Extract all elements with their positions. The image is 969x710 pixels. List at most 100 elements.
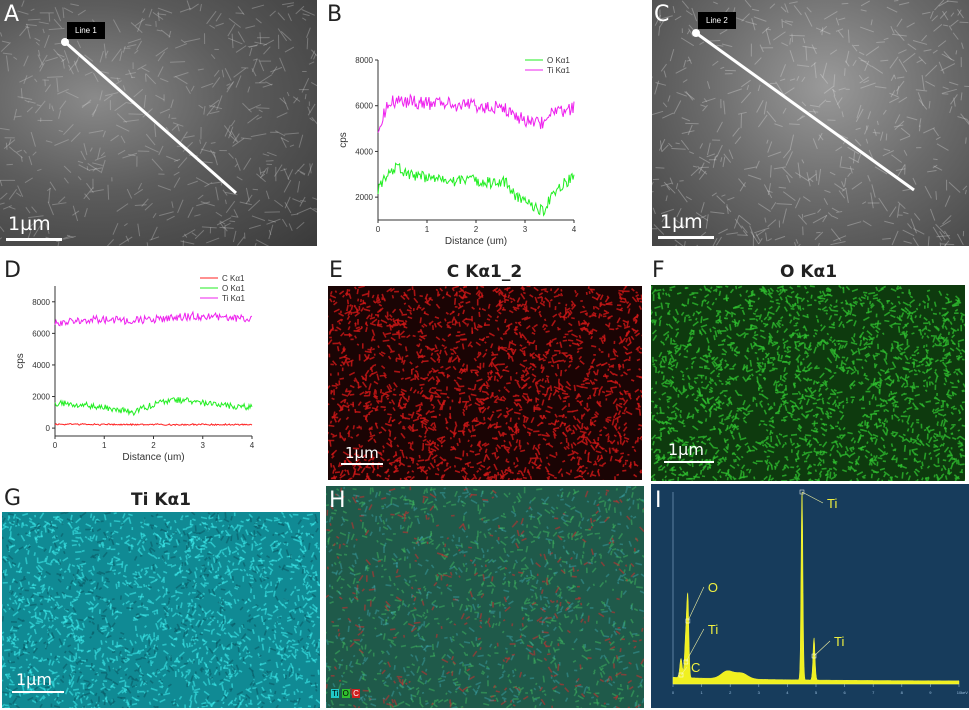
- eds-map-c: [328, 286, 642, 480]
- x-tick-label: 4: [250, 441, 255, 450]
- panel-letter-e: E: [329, 258, 343, 283]
- panel-i: 0 1 2 3 4 5 6 7 8 9 10 keV C O Ti Ti Ti I: [651, 484, 969, 708]
- y-axis-label: cps: [338, 132, 349, 148]
- scale-label-a: 1µm: [8, 213, 51, 235]
- chart-b: 0 1 2 3 4 2000 4000 6000 8000 Distance (um) cps O K…: [338, 56, 577, 247]
- panel-letter-d: D: [4, 258, 21, 283]
- eds-map-overlay: [326, 486, 644, 708]
- series-line: [377, 93, 575, 133]
- x-tick-label: 0: [376, 225, 381, 234]
- line-1-label: Line 1: [67, 22, 105, 39]
- sem-texture-a: [0, 0, 317, 246]
- x-tick-label: 2: [151, 441, 156, 450]
- overlay-legend: Ti O C: [331, 689, 360, 698]
- sem-texture-c: [652, 0, 969, 246]
- y-tick-label: 8000: [355, 56, 373, 65]
- line-2-label: Line 2: [698, 12, 736, 29]
- legend-label: Ti Kα1: [547, 66, 571, 75]
- peak-marker: [678, 672, 684, 678]
- spectrum-x-tick-label: 3: [758, 690, 761, 695]
- chart-d: 0 1 2 3 4 0 2000 4000 6000 8000 Distance (um) cps C …: [15, 274, 255, 463]
- y-axis-label: cps: [15, 353, 26, 369]
- panel-letter-i: I: [655, 488, 662, 513]
- x-tick-label: 0: [53, 441, 58, 450]
- panel-letter-c: C: [654, 2, 670, 27]
- x-axis-label: Distance (um): [122, 452, 184, 463]
- peak-leader: [680, 666, 688, 676]
- spectrum-x-tick-label: 7: [872, 690, 875, 695]
- peak-leader: [687, 586, 705, 622]
- panel-letter-f: F: [652, 258, 665, 283]
- x-tick-label: 3: [201, 441, 206, 450]
- panel-g: G Ti Kα1 1µm: [0, 484, 322, 710]
- scale-label-c: 1µm: [660, 211, 703, 233]
- scan-line-start-2: [692, 29, 700, 37]
- peak-label: C: [691, 660, 700, 675]
- map-title-ti: Ti Kα1: [130, 490, 192, 510]
- series-line: [54, 422, 253, 427]
- peak-label: Ti: [827, 496, 837, 511]
- peak-leader: [813, 640, 831, 657]
- spectrum-x-label: keV: [961, 690, 968, 695]
- spectrum-x-tick-label: 9: [929, 690, 932, 695]
- y-tick-label: 0: [46, 424, 51, 433]
- spectrum-x-tick-label: 8: [901, 690, 904, 695]
- y-tick-label: 8000: [32, 298, 50, 307]
- series-line: [54, 396, 253, 417]
- spectrum-x-tick-label: 5: [815, 690, 818, 695]
- peak-marker: [685, 618, 691, 624]
- y-tick-label: 6000: [355, 102, 373, 111]
- legend-label: O Kα1: [547, 56, 570, 65]
- panel-h: H Ti O C: [325, 484, 645, 710]
- peak-leader: [685, 628, 705, 663]
- x-tick-label: 4: [572, 225, 577, 234]
- scale-label-e: 1µm: [345, 444, 379, 462]
- panel-d: D 0 1 2 3 4 0 2000 4000 6000 8000 Distance (um) cps…: [0, 256, 322, 482]
- peak-marker: [811, 653, 817, 659]
- panel-letter-b: B: [327, 2, 343, 27]
- spectrum-x-tick-label: 0: [672, 690, 675, 695]
- y-tick-label: 2000: [355, 193, 373, 202]
- panel-f: F O Kα1 1µm: [648, 256, 969, 482]
- panel-e: E C Kα1_2 1µm: [323, 256, 646, 482]
- peak-label: Ti: [708, 622, 718, 637]
- series-line: [54, 310, 253, 327]
- eds-spectrum: 0 1 2 3 4 5 6 7 8 9 10 keV C O Ti Ti Ti: [672, 489, 968, 695]
- y-tick-label: 6000: [32, 329, 50, 338]
- panel-b: B 0 1 2 3 4 2000 4000 6000 8000 Distance (um) cps O…: [323, 0, 643, 250]
- x-tick-label: 2: [474, 225, 479, 234]
- legend-label: C Kα1: [222, 274, 245, 283]
- y-tick-label: 2000: [32, 393, 50, 402]
- scale-bar-f: [664, 461, 714, 463]
- spectrum-x-tick-label: 1: [700, 690, 703, 695]
- eds-map-ti: [2, 512, 320, 708]
- scan-line-start-1: [61, 38, 69, 46]
- series-line: [377, 162, 575, 217]
- y-tick-label: 4000: [355, 147, 373, 156]
- legend-label: O Kα1: [222, 284, 245, 293]
- eds-map-o: [651, 285, 965, 481]
- spectrum-area: [672, 491, 960, 685]
- scale-label-g: 1µm: [16, 670, 52, 689]
- scale-bar-g: [12, 691, 64, 693]
- panel-letter-h: H: [329, 488, 346, 513]
- legend-ti: Ti: [331, 689, 340, 698]
- peak-label: Ti: [834, 634, 844, 649]
- peak-label: O: [708, 580, 718, 595]
- spectrum-x-tick-label: 10: [957, 690, 962, 695]
- panel-a: A Line 1 1µm: [0, 0, 317, 246]
- scale-bar-e: [341, 463, 383, 465]
- panel-letter-g: G: [4, 486, 22, 511]
- peak-marker: [683, 659, 689, 665]
- scale-bar-c: [658, 236, 714, 239]
- scale-label-f: 1µm: [668, 440, 704, 459]
- y-tick-label: 4000: [32, 361, 50, 370]
- x-tick-label: 1: [425, 225, 430, 234]
- legend-c: C: [352, 689, 360, 698]
- peak-leader: [801, 491, 824, 504]
- spectrum-x-tick-label: 6: [843, 690, 846, 695]
- map-title-c: C Kα1_2: [446, 262, 523, 282]
- scan-line-2: [695, 31, 915, 192]
- legend-label: Ti Kα1: [222, 294, 246, 303]
- x-axis-label: Distance (um): [445, 236, 507, 247]
